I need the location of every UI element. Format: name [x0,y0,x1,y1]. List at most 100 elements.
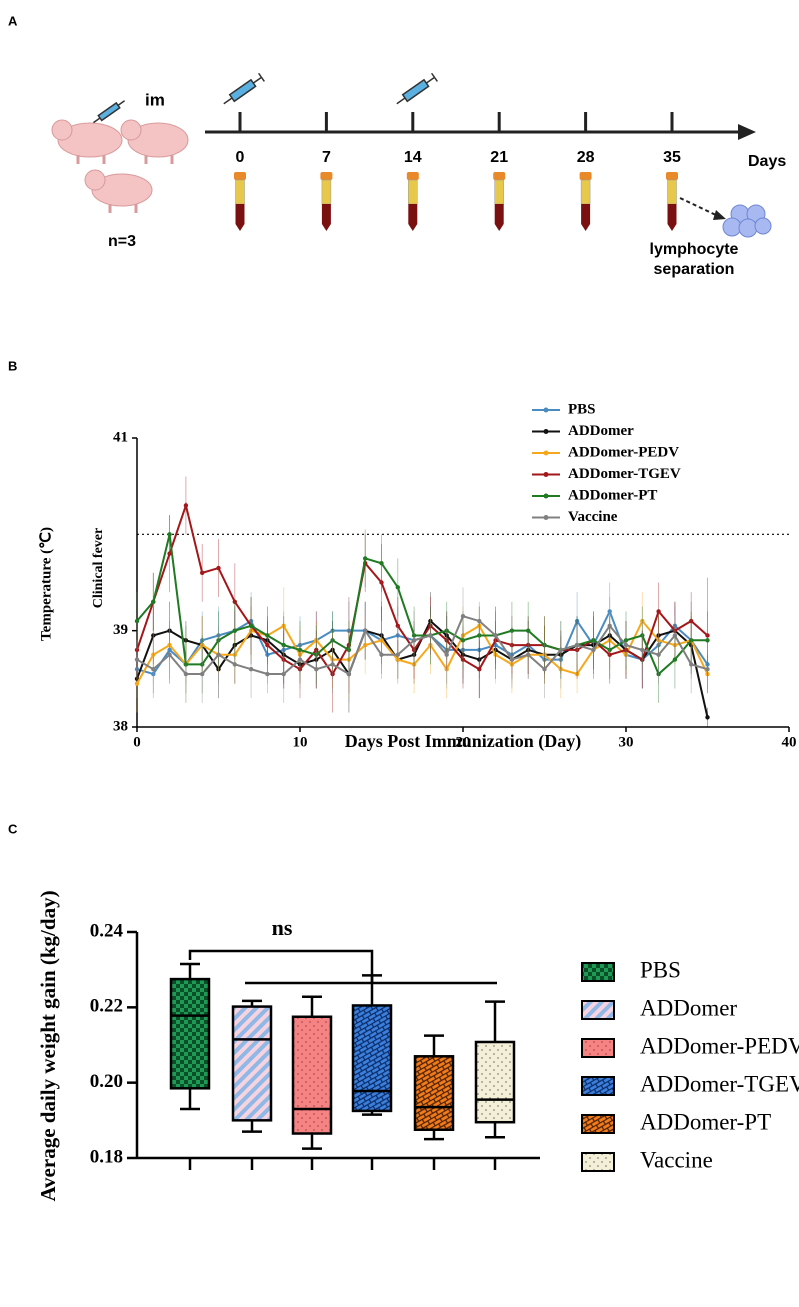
panel-a-art [51,72,772,238]
tube-blood [321,204,331,231]
point [477,647,482,653]
y-tick-label: 0.20 [90,1071,123,1092]
point [346,657,352,662]
point [363,556,368,561]
point [297,657,303,662]
point [330,638,335,643]
point [460,633,466,638]
point [558,647,563,653]
point [607,633,612,638]
point [200,570,205,576]
y-tick-label: 0.24 [90,920,124,941]
point [200,638,205,643]
tube-blood [667,204,677,231]
point [330,628,335,633]
point [705,715,710,720]
box [291,1015,333,1135]
x-tick-label: 20 [456,734,471,750]
legend-swatch [581,1114,615,1134]
point [134,681,140,686]
tube-serum [321,179,332,205]
point [542,652,547,657]
tube-cap [234,172,246,180]
tube-blood [494,204,504,231]
tube-serum [408,179,418,205]
point [265,638,270,643]
x-tick-label: 40 [782,734,797,750]
point [411,633,417,638]
point [330,671,335,677]
point [297,667,303,672]
point [248,667,254,672]
endpoint-label: separation [654,261,735,278]
point [395,585,400,590]
point [183,671,189,677]
panel-label: C [8,821,18,836]
tube-serum [235,179,245,205]
legend-swatch [581,1038,615,1058]
box [169,977,211,1090]
point [167,628,172,633]
point [314,652,319,657]
point [656,652,661,657]
point [411,652,417,657]
point [346,671,352,677]
point [672,633,678,638]
point [232,642,237,648]
day-label: 7 [322,149,331,166]
legend-label: PBS [640,957,681,982]
tube-cap [406,172,419,180]
point [460,657,466,662]
point [526,642,531,648]
point [346,647,352,653]
series-line [136,501,709,676]
point [689,638,694,643]
point [232,662,237,667]
tube-serum [494,179,504,205]
point [379,638,384,643]
point [640,618,645,624]
series-line [136,619,709,685]
point [542,667,547,672]
y-tick-label: 0.22 [90,996,123,1017]
point [428,633,433,638]
point [689,662,694,667]
point [183,662,189,667]
point [216,652,221,657]
point [134,618,140,624]
point [216,565,221,571]
point [379,633,384,638]
y-tick-label: 39 [113,622,128,638]
point [281,642,286,648]
tube-blood [581,204,591,231]
point [656,633,661,638]
point [167,532,172,537]
y-tick-label: 41 [113,429,128,445]
point [444,667,449,672]
point [460,614,466,619]
point [444,633,449,638]
point [297,642,303,648]
point [248,633,254,638]
box [413,1055,455,1132]
point [216,667,221,672]
point [444,638,449,643]
y-tick-label: 38 [113,718,128,734]
point [672,657,678,662]
y-axis-title: Average daily weight gain (kg/day) [36,890,60,1201]
point [591,638,596,643]
series-line [136,534,708,676]
point [248,618,254,624]
point [428,642,433,648]
point [509,652,515,657]
box [231,1005,273,1122]
point [297,647,303,653]
point [281,657,286,662]
point [314,667,319,672]
point [232,599,237,604]
legend-label: ADDomer-PT [640,1109,771,1134]
point [656,609,661,614]
point [428,623,433,629]
point [281,652,286,657]
